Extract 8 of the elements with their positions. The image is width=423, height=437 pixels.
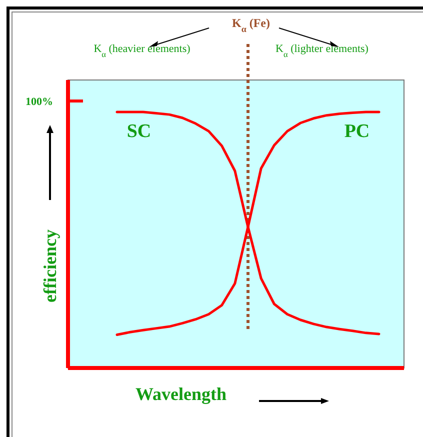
text: K$_{α}$ (heavier elements)	[94, 43, 191, 58]
y-axis-title: efficiency	[40, 230, 60, 302]
series-label: PC	[344, 121, 370, 142]
text: 100%	[26, 96, 53, 108]
text: K$_{α}$ (Fe)	[232, 16, 270, 34]
x-axis-title: Wavelength	[135, 384, 227, 404]
text: K$_{α}$ (lighter elements)	[276, 43, 369, 58]
series-label: SC	[126, 121, 152, 142]
